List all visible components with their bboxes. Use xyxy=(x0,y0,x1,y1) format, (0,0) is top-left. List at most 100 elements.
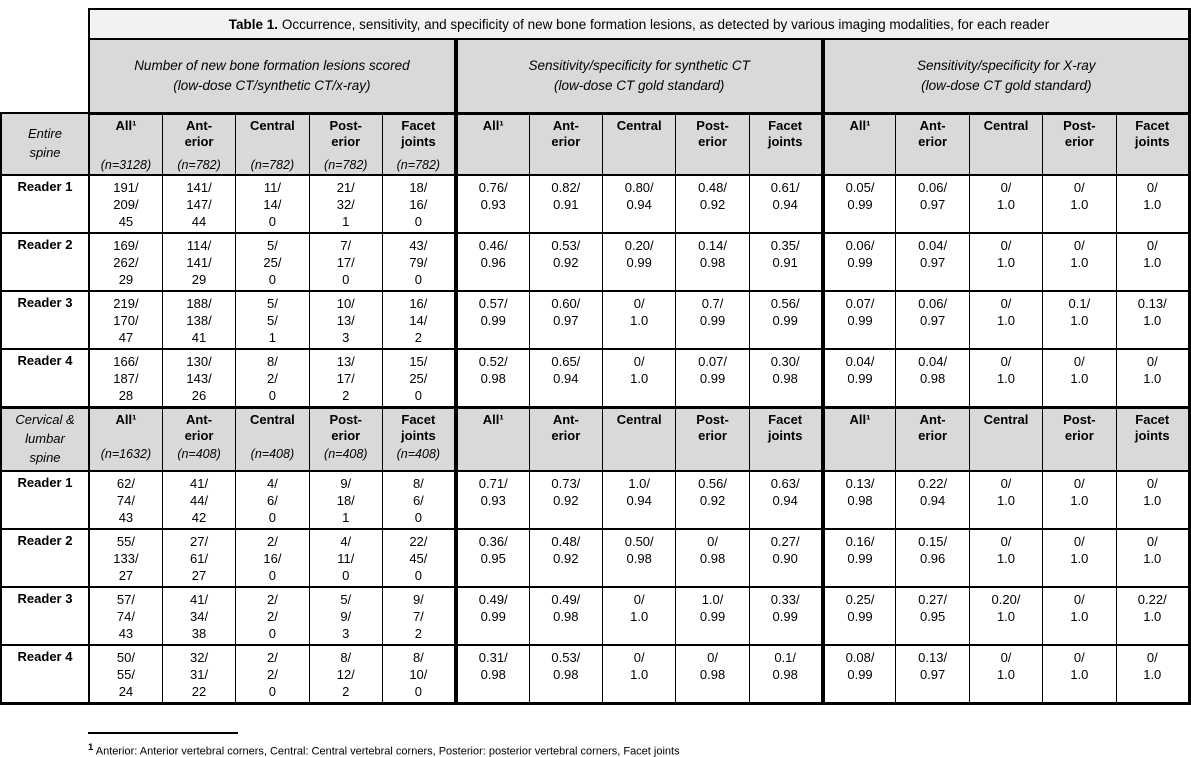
column-header-label: Central xyxy=(250,412,295,427)
data-cell: 11/ 14/ 0 xyxy=(235,174,310,234)
data-cell: 0/ 1.0 xyxy=(968,232,1044,292)
data-cell: 0.61/ 0.94 xyxy=(748,174,824,234)
data-cell: 114/ 141/ 29 xyxy=(161,232,237,292)
data-cell: 0.57/ 0.99 xyxy=(453,290,530,350)
column-header-label: All¹ xyxy=(482,412,504,427)
column-header-label: Ant- erior xyxy=(918,117,948,149)
column-header-wrap: Ant- erior xyxy=(898,117,966,172)
column-header: Ant- erior xyxy=(895,405,970,472)
data-cell: 7/ 17/ 0 xyxy=(308,232,383,292)
data-cell: 0.05/ 0.99 xyxy=(820,174,897,234)
data-cell: 0.04/ 0.99 xyxy=(820,348,897,409)
data-cell: 0/ 1.0 xyxy=(602,290,677,350)
data-cell: 4/ 6/ 0 xyxy=(235,469,310,530)
data-cell: 0/ 1.0 xyxy=(1115,469,1191,530)
column-header: Facet joints xyxy=(1115,112,1191,176)
data-cell: 0/ 1.0 xyxy=(1042,232,1117,292)
table-row: Reader 2 55/ 133/ 27 27/ 61/ 27 2/ 16/ 0 4/ … xyxy=(0,527,1191,588)
data-cell: 0.14/ 0.98 xyxy=(675,232,750,292)
column-header-n: (n=782) xyxy=(177,157,221,172)
reader-label: Reader 4 xyxy=(0,348,90,409)
data-cell: 0/ 1.0 xyxy=(968,527,1044,588)
data-cell: 55/ 133/ 27 xyxy=(88,527,163,588)
group-header-line2: (low-dose CT gold standard) xyxy=(921,77,1092,93)
data-cell: 4/ 11/ 0 xyxy=(308,527,383,588)
column-header-wrap: Post- erior xyxy=(1045,411,1113,461)
column-header-wrap: Post- erior xyxy=(1045,117,1113,172)
column-header-wrap: Central xyxy=(605,117,673,172)
data-cell: 1.0/ 0.94 xyxy=(602,469,677,530)
data-cell: 130/ 143/ 26 xyxy=(161,348,237,409)
table-row: Reader 1 191/ 209/ 45 141/ 147/ 44 11/ 14/ … xyxy=(0,174,1191,234)
column-header: Central xyxy=(602,112,677,176)
table-row: Reader 4 50/ 55/ 24 32/ 31/ 22 2/ 2/ 0 8/ 12… xyxy=(0,643,1191,705)
section-row-label: Entire spine xyxy=(0,112,90,176)
column-header-label: Central xyxy=(983,412,1029,427)
section-header-row: Entire spine All¹ (n=3128) Ant- erior (n=782… xyxy=(0,112,1191,176)
data-cell: 0/ 1.0 xyxy=(968,174,1044,234)
column-header: All¹ xyxy=(820,405,897,472)
column-header-wrap: Central (n=782) xyxy=(238,117,306,172)
data-cell: 9/ 7/ 2 xyxy=(381,585,457,646)
column-header: Post- erior xyxy=(675,112,750,176)
data-cell: 0.49/ 0.99 xyxy=(453,585,530,646)
data-cell: 0/ 1.0 xyxy=(602,585,677,646)
data-cell: 18/ 16/ 0 xyxy=(381,174,457,234)
column-header-label: Post- erior xyxy=(696,117,729,149)
column-header-n: (n=408) xyxy=(177,447,221,461)
data-cell: 0.35/ 0.91 xyxy=(748,232,824,292)
column-header-label: Ant- erior xyxy=(551,412,581,444)
column-header-wrap: Facet joints xyxy=(752,117,819,172)
table-title-prefix: Table 1. xyxy=(228,16,279,32)
reader-label: Reader 3 xyxy=(0,290,90,350)
column-header: Facet joints xyxy=(1115,405,1191,472)
footnote-area: 1 Anterior: Anterior vertebral corners, … xyxy=(88,731,1191,757)
data-cell: 1.0/ 0.99 xyxy=(675,585,750,646)
reader-label: Reader 2 xyxy=(0,527,90,588)
data-cell: 57/ 74/ 43 xyxy=(88,585,163,646)
footnote-text: Anterior: Anterior vertebral corners, Ce… xyxy=(95,745,680,757)
data-cell: 0.07/ 0.99 xyxy=(820,290,897,350)
data-cell: 8/ 12/ 2 xyxy=(308,643,383,705)
data-cell: 0.53/ 0.98 xyxy=(528,643,604,705)
data-cell: 0/ 1.0 xyxy=(968,290,1044,350)
data-cell: 5/ 9/ 3 xyxy=(308,585,383,646)
data-cell: 0/ 1.0 xyxy=(1115,174,1191,234)
data-cell: 5/ 25/ 0 xyxy=(235,232,310,292)
column-header-n: (n=782) xyxy=(396,157,441,172)
group-header-row: Number of new bone formation lesions sco… xyxy=(1,38,1191,115)
data-cell: 0.31/ 0.98 xyxy=(453,643,530,705)
column-header-label: All¹ xyxy=(115,412,137,427)
data-cell: 8/ 10/ 0 xyxy=(381,643,457,705)
column-header-label: Facet joints xyxy=(1134,117,1170,149)
data-cell: 0/ 1.0 xyxy=(968,643,1044,705)
results-table: Table 1. Occurrence, sensitivity, and sp… xyxy=(0,8,1191,705)
corner-spacer xyxy=(1,9,89,39)
column-header: All¹ xyxy=(820,112,897,176)
data-cell: 22/ 45/ 0 xyxy=(381,527,457,588)
data-cell: 141/ 147/ 44 xyxy=(161,174,237,234)
column-header-n: (n=408) xyxy=(396,447,441,461)
data-cell: 21/ 32/ 1 xyxy=(308,174,383,234)
reader-label: Reader 1 xyxy=(0,469,90,530)
data-cell: 0.33/ 0.99 xyxy=(748,585,824,646)
data-cell: 0.1/ 0.98 xyxy=(748,643,824,705)
data-cell: 0/ 1.0 xyxy=(1042,174,1117,234)
title-row: Table 1. Occurrence, sensitivity, and sp… xyxy=(1,8,1191,40)
data-cell: 0/ 1.0 xyxy=(968,348,1044,409)
data-cell: 0.20/ 1.0 xyxy=(968,585,1044,646)
column-header-n: (n=782) xyxy=(250,157,295,172)
data-cell: 0/ 1.0 xyxy=(1115,348,1191,409)
column-header-label: Central xyxy=(983,117,1029,133)
column-header: Post- erior (n=408) xyxy=(308,405,383,472)
column-header-label: Ant- erior xyxy=(184,117,214,149)
column-header-label: All¹ xyxy=(849,117,871,133)
column-header-wrap: Facet joints xyxy=(1119,117,1186,172)
column-header-n: (n=408) xyxy=(324,447,368,461)
column-header: All¹ xyxy=(453,112,530,176)
column-header-wrap: Ant- erior xyxy=(898,411,966,461)
data-cell: 166/ 187/ 28 xyxy=(88,348,163,409)
column-header-label: Post- erior xyxy=(1063,412,1096,444)
column-header: Facet joints (n=782) xyxy=(381,112,457,176)
